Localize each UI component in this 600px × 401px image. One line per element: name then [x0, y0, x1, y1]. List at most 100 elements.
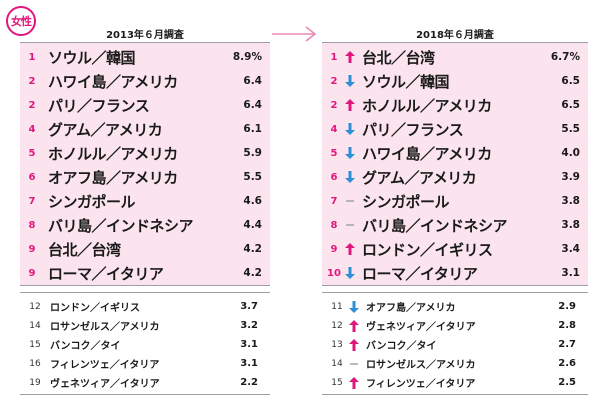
share-percent: 3.9: [561, 171, 580, 183]
rank-number: 19: [29, 377, 41, 388]
share-percent: 2.8: [558, 320, 576, 331]
ranking-2018-top10: 1 台北／台湾 6.7% 2 ソウル／韓国 6.5 2 ホノルル／アメリカ 6.5 4 パリ／フラン…: [322, 42, 588, 286]
destination-name: ロンドン／イギリス: [50, 303, 140, 314]
rank-number: 8: [28, 219, 36, 231]
ranking-row: 1 ソウル／韓国 8.9%: [20, 45, 270, 69]
ranking-row: 8 バリ島／インドネシア 4.4: [20, 213, 270, 237]
share-percent: 2.5: [558, 377, 576, 388]
share-percent: 3.1: [240, 358, 258, 369]
destination-name: オアフ島／アメリカ: [48, 168, 178, 187]
rank-number: 6: [28, 171, 36, 183]
ranking-row: 4 パリ／フランス 5.5: [322, 117, 588, 141]
destination-name: ローマ／イタリア: [362, 264, 478, 283]
ranking-row: 5 ホノルル／アメリカ 5.9: [20, 141, 270, 165]
arrow-up-icon: [342, 99, 358, 111]
ranking-row: 1 台北／台湾 6.7%: [322, 45, 588, 69]
share-percent: 3.8: [561, 219, 580, 231]
destination-name: ヴェネツィア／イタリア: [50, 379, 160, 390]
rank-number: 8: [330, 219, 338, 231]
destination-name: ハワイ島／アメリカ: [48, 72, 178, 91]
rank-number: 15: [29, 339, 41, 350]
rank-number: 12: [331, 320, 343, 331]
destination-name: ロンドン／イギリス: [362, 240, 493, 259]
destination-name: ローマ／イタリア: [48, 264, 164, 283]
rank-number: 2: [28, 99, 36, 111]
ranking-2013-others: 12 ロンドン／イギリス 3.7 14 ロサンゼルス／アメリカ 3.2 15 バンコク／タイ 3…: [20, 292, 270, 395]
ranking-2018-others: 11 オアフ島／アメリカ 2.9 12 ヴェネツィア／イタリア 2.8 13 バンコク／タイ 2…: [322, 292, 588, 395]
rank-number: 5: [28, 147, 36, 159]
ranking-row: 16 フィレンツェ／イタリア 3.1: [20, 354, 270, 373]
share-percent: 5.5: [243, 171, 262, 183]
no-change-dash-icon: [346, 358, 362, 370]
arrow-up-icon: [342, 243, 358, 255]
ranking-row: 5 ハワイ島／アメリカ 4.0: [322, 141, 588, 165]
rank-number: 2: [330, 99, 338, 111]
ranking-row: 19 ヴェネツィア／イタリア 2.2: [20, 373, 270, 392]
rank-number: 15: [331, 377, 343, 388]
destination-name: ソウル／韓国: [48, 48, 136, 67]
rank-number: 4: [28, 123, 36, 135]
ranking-row: 13 バンコク／タイ 2.7: [322, 335, 588, 354]
ranking-row: 6 オアフ島／アメリカ 5.5: [20, 165, 270, 189]
destination-name: バンコク／タイ: [366, 341, 437, 352]
destination-name: ホノルル／アメリカ: [48, 144, 178, 163]
share-percent: 6.5: [561, 75, 580, 87]
ranking-row: 2 ホノルル／アメリカ 6.5: [322, 93, 588, 117]
destination-name: パリ／フランス: [362, 120, 464, 139]
arrow-up-icon: [346, 338, 362, 351]
rank-number: 1: [28, 51, 36, 63]
share-percent: 6.4: [243, 99, 262, 111]
rank-number: 9: [28, 267, 36, 279]
share-percent: 4.4: [243, 219, 262, 231]
ranking-row: 2 ソウル／韓国 6.5: [322, 69, 588, 93]
rank-number: 5: [330, 147, 338, 159]
destination-name: フィレンツェ／イタリア: [50, 360, 160, 371]
destination-name: バリ島／インドネシア: [48, 216, 194, 235]
ranking-row: 9 台北／台湾 4.2: [20, 237, 270, 261]
share-percent: 3.1: [561, 267, 580, 279]
ranking-row: 15 バンコク／タイ 3.1: [20, 335, 270, 354]
destination-name: シンガポール: [48, 192, 136, 211]
ranking-row: 6 グアム／アメリカ 3.9: [322, 165, 588, 189]
ranking-row: 7 シンガポール 4.6: [20, 189, 270, 213]
ranking-row: 14 ロサンゼルス／アメリカ 2.6: [322, 354, 588, 373]
ranking-row: 11 オアフ島／アメリカ 2.9: [322, 297, 588, 316]
arrow-right-icon: [272, 26, 317, 42]
destination-name: ロサンゼルス／アメリカ: [50, 322, 160, 333]
gender-badge: 女性: [6, 6, 36, 36]
rank-number: 14: [29, 320, 41, 331]
ranking-row: 14 ロサンゼルス／アメリカ 3.2: [20, 316, 270, 335]
ranking-row: 9 ロンドン／イギリス 3.4: [322, 237, 588, 261]
rank-number: 2: [28, 75, 36, 87]
arrow-down-icon: [342, 267, 358, 279]
ranking-row: 10 ローマ／イタリア 3.1: [322, 261, 588, 285]
survey-2013-title: 2013年６月調査: [106, 30, 184, 41]
destination-name: ホノルル／アメリカ: [362, 96, 492, 115]
no-change-dash-icon: [342, 195, 358, 207]
share-percent: 2.6: [558, 358, 576, 369]
no-change-dash-icon: [342, 219, 358, 231]
share-percent: 6.4: [243, 75, 262, 87]
destination-name: ハワイ島／アメリカ: [362, 144, 492, 163]
destination-name: オアフ島／アメリカ: [366, 303, 456, 314]
destination-name: パリ／フランス: [48, 96, 150, 115]
destination-name: ヴェネツィア／イタリア: [366, 322, 476, 333]
rank-number: 7: [28, 195, 36, 207]
share-percent: 2.9: [558, 301, 576, 312]
share-percent: 4.6: [243, 195, 262, 207]
share-percent: 2.7: [558, 339, 576, 350]
share-percent: 3.8: [561, 195, 580, 207]
rank-number: 2: [330, 75, 338, 87]
destination-name: 台北／台湾: [362, 48, 435, 67]
ranking-row: 2 パリ／フランス 6.4: [20, 93, 270, 117]
rank-number: 10: [327, 267, 341, 279]
ranking-row: 2 ハワイ島／アメリカ 6.4: [20, 69, 270, 93]
rank-number: 12: [29, 301, 41, 312]
ranking-row: 8 バリ島／インドネシア 3.8: [322, 213, 588, 237]
ranking-row: 12 ロンドン／イギリス 3.7: [20, 297, 270, 316]
arrow-up-icon: [346, 376, 362, 389]
share-percent: 2.2: [240, 377, 258, 388]
share-percent: 3.7: [240, 301, 258, 312]
arrow-down-icon: [342, 147, 358, 159]
share-percent: 4.2: [243, 267, 262, 279]
